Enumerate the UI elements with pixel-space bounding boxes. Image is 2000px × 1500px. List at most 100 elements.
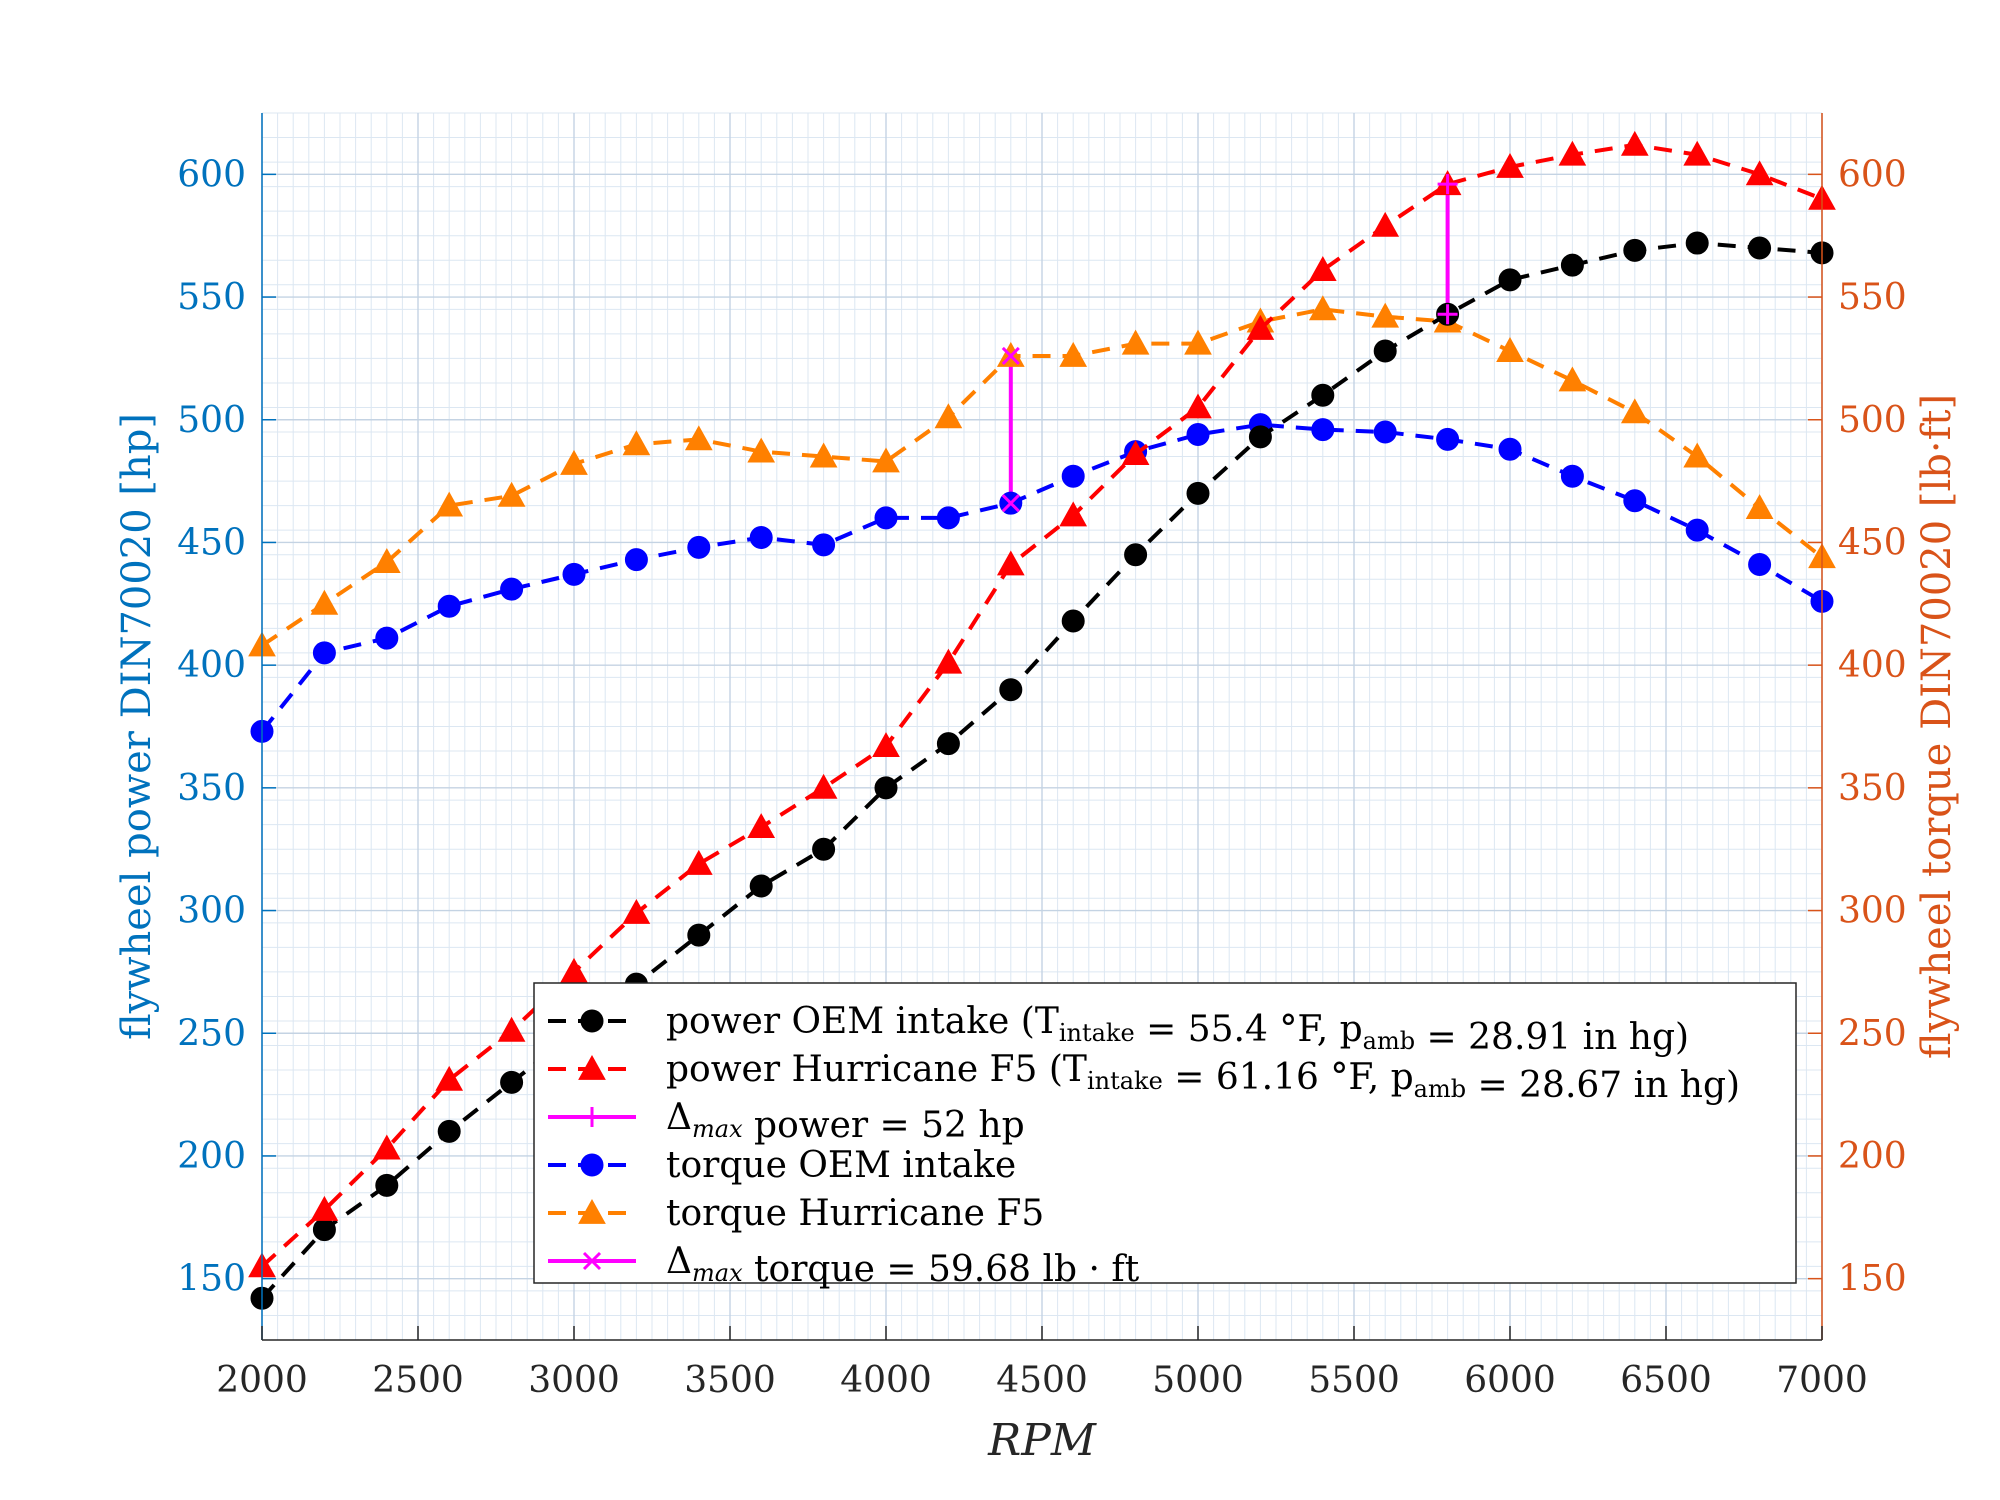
data-point <box>437 1119 461 1143</box>
data-point <box>1620 130 1649 156</box>
x-tick-label: 4000 <box>840 1360 932 1401</box>
data-point <box>1186 422 1210 446</box>
data-point <box>1061 464 1085 488</box>
delta-annotations <box>1008 184 1450 504</box>
data-point <box>1371 302 1400 328</box>
legend-entry: torque OEM intake <box>548 1145 1016 1186</box>
data-point <box>1124 543 1148 567</box>
data-point <box>747 813 776 839</box>
legend-label: power OEM intake (Tintake = 55.4 °F, pam… <box>666 1001 1689 1058</box>
legend-label: Δmax power = 52 hp <box>666 1097 1025 1146</box>
data-point <box>812 837 836 861</box>
legend-marker <box>582 1107 602 1127</box>
data-point <box>1558 140 1587 166</box>
data-point <box>934 403 963 429</box>
legend-label: torque OEM intake <box>666 1145 1016 1186</box>
tick-labels: 2000 2500 3000 3500 4000 4500 5000 5500 6000 6500… <box>177 154 1906 1401</box>
data-point <box>500 577 524 601</box>
data-point <box>1685 231 1709 255</box>
data-point <box>1308 256 1337 281</box>
y-axis-label-right: flywheel torque DIN70020 [lb·ft] <box>1914 394 1960 1059</box>
data-point <box>1059 341 1088 367</box>
legend-entry: torque Hurricane F5 <box>548 1193 1044 1234</box>
data-point <box>497 481 526 507</box>
x-axis-label: RPM <box>987 1415 1097 1466</box>
data-point <box>874 506 898 530</box>
data-point <box>622 898 651 924</box>
y-tick-label-right: 200 <box>1838 1136 1907 1177</box>
data-point <box>1059 501 1088 527</box>
data-point <box>1436 427 1460 451</box>
x-tick-label: 4500 <box>996 1360 1088 1401</box>
data-point <box>809 442 838 468</box>
data-point <box>622 430 651 456</box>
data-point <box>747 437 776 463</box>
data-point <box>1745 494 1774 519</box>
legend-marker <box>578 1054 606 1080</box>
y-tick-label-left: 550 <box>177 277 246 318</box>
delta-annotation-markers <box>1001 174 1458 513</box>
data-point <box>1246 314 1275 340</box>
delta-marker <box>1001 346 1020 366</box>
data-point <box>1748 553 1772 577</box>
data-point <box>1373 339 1397 363</box>
y-tick-label-right: 350 <box>1838 768 1907 809</box>
legend-entry: Δmax power = 52 hp <box>548 1097 1025 1146</box>
legend-label: power Hurricane F5 (Tintake = 61.16 °F, … <box>666 1049 1740 1106</box>
y-tick-label-right: 550 <box>1838 277 1907 318</box>
x-tick-label: 3000 <box>528 1360 620 1401</box>
data-point <box>934 648 963 674</box>
data-point <box>1560 253 1584 277</box>
data-point <box>812 533 836 557</box>
data-point <box>936 732 960 756</box>
y-tick-label-left: 350 <box>177 768 246 809</box>
data-point <box>1184 393 1212 419</box>
series-line <box>260 241 1823 1300</box>
legend-marker <box>578 1198 606 1224</box>
x-tick-label: 5000 <box>1152 1360 1244 1401</box>
series-power-hurricane-f5 <box>248 130 1836 1278</box>
data-point <box>684 425 713 451</box>
legend-marker <box>580 1153 604 1177</box>
y-tick-label-right: 400 <box>1838 645 1907 686</box>
y-tick-label-left: 400 <box>177 645 246 686</box>
y-tick-label-left: 500 <box>177 400 246 441</box>
data-point <box>1184 329 1212 355</box>
y-tick-label-right: 500 <box>1838 400 1907 441</box>
delta-marker <box>1437 174 1458 195</box>
data-point <box>1121 440 1150 466</box>
data-point <box>437 594 461 618</box>
data-point <box>1496 152 1524 178</box>
x-tick-label: 5500 <box>1308 1360 1400 1401</box>
data-point <box>999 678 1023 702</box>
legend-marker <box>580 1009 604 1033</box>
data-point <box>936 506 960 530</box>
data-point <box>1498 437 1522 461</box>
y-tick-label-left: 450 <box>177 522 246 563</box>
data-point <box>435 1065 464 1091</box>
data-point <box>375 1173 399 1197</box>
data-point <box>1683 442 1712 468</box>
data-point <box>372 548 401 573</box>
data-point <box>497 1016 526 1042</box>
data-point <box>1498 268 1522 292</box>
data-point <box>1685 518 1709 542</box>
data-point <box>809 773 838 799</box>
data-point <box>1121 329 1150 355</box>
data-point <box>687 535 711 559</box>
y-tick-label-right: 150 <box>1838 1259 1907 1300</box>
data-point <box>1371 211 1400 237</box>
legend-marker <box>582 1251 602 1271</box>
x-tick-label: 3500 <box>684 1360 776 1401</box>
data-point <box>1373 420 1397 444</box>
data-point <box>1308 295 1337 321</box>
data-point <box>1560 464 1584 488</box>
data-point <box>1748 236 1772 260</box>
data-point <box>996 550 1025 576</box>
data-point <box>687 923 711 947</box>
data-point <box>1496 337 1524 362</box>
data-point <box>1061 609 1085 633</box>
legend-label: torque Hurricane F5 <box>666 1193 1044 1234</box>
data-point <box>872 732 900 758</box>
